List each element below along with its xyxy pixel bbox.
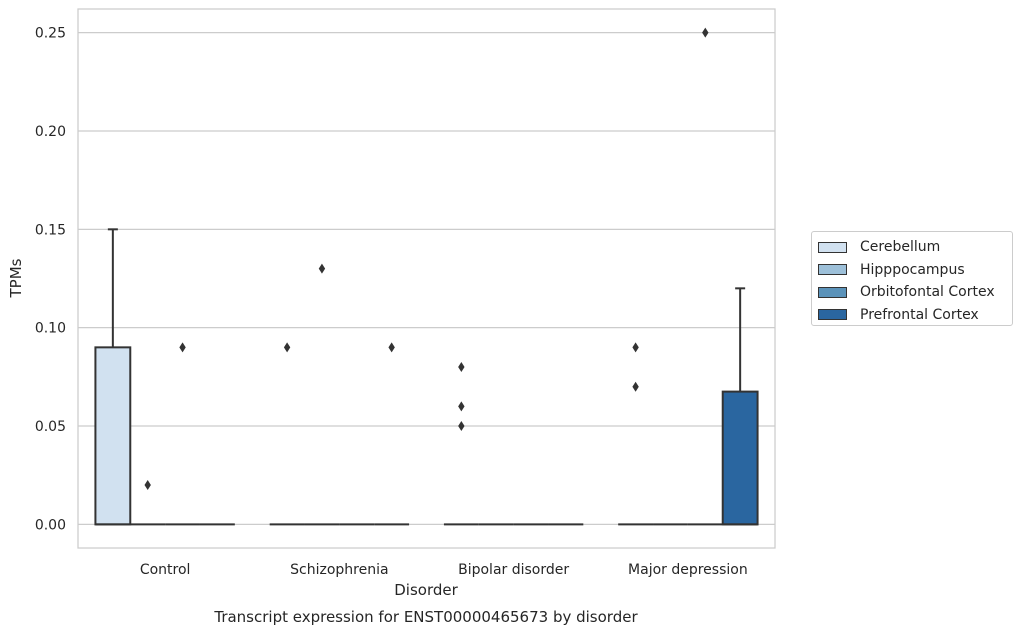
outlier-marker (318, 263, 326, 274)
box (94, 346, 132, 526)
y-tick-label: 0.15 (35, 222, 66, 238)
y-axis-label: TPMs (7, 258, 25, 298)
plot-frame (77, 8, 776, 549)
x-axis-label: Disorder (394, 581, 458, 599)
y-tick-label: 0.00 (35, 517, 66, 533)
legend-swatch (818, 286, 847, 298)
x-tick-label: Major depression (628, 562, 748, 578)
legend-label: Orbitofontal Cortex (860, 284, 995, 301)
y-tick-label: 0.10 (35, 321, 66, 337)
box-elements (94, 27, 759, 526)
box-0-1 (130, 480, 166, 526)
box-3-3 (721, 287, 759, 526)
x-tick-labels: Control Schizophrenia Bipolar disorder Majo… (140, 562, 748, 578)
legend-label: Hipppocampus (860, 261, 965, 278)
box-3-0 (618, 342, 654, 526)
legend-item: Cerebellum (818, 236, 1012, 259)
legend-item: Orbitofontal Cortex (818, 281, 1012, 304)
y-tick-labels: 0.00 0.05 0.10 0.15 0.20 0.25 (35, 26, 66, 534)
legend-label: Prefrontal Cortex (860, 306, 979, 323)
x-tick-label: Control (140, 562, 191, 578)
box-1-1 (304, 263, 340, 526)
outlier-marker (458, 362, 465, 373)
legend-swatch (818, 264, 847, 276)
y-tick-label: 0.25 (35, 26, 66, 42)
box (721, 390, 759, 526)
box-3-2 (687, 27, 723, 526)
legend: Cerebellum Hipppocampus Orbitofontal Corte… (811, 231, 1013, 326)
grid-lines (78, 31, 775, 526)
box-0-0 (94, 228, 132, 526)
legend-label: Cerebellum (860, 239, 941, 256)
x-tick-label: Bipolar disorder (458, 562, 569, 578)
outlier-marker (702, 27, 709, 38)
box-0-2 (165, 342, 200, 526)
box-1-0 (269, 342, 305, 526)
box-2-0 (443, 362, 479, 526)
legend-item: Prefrontal Cortex (818, 304, 1012, 327)
outlier-marker (632, 381, 639, 392)
outlier-marker (283, 342, 291, 353)
y-tick-label: 0.05 (35, 419, 66, 435)
outlier-marker (144, 480, 151, 491)
chart-caption: Transcript expression for ENST0000046567… (213, 608, 638, 626)
outlier-marker (179, 342, 186, 353)
box-1-3 (374, 342, 410, 526)
legend-swatch (818, 241, 847, 253)
outlier-marker (632, 342, 639, 353)
legend-item: Hipppocampus (818, 259, 1012, 282)
y-tick-label: 0.20 (35, 124, 66, 140)
legend-swatch (818, 309, 847, 321)
outlier-marker (458, 401, 465, 412)
outlier-marker (458, 421, 465, 432)
x-tick-label: Schizophrenia (290, 562, 388, 578)
outlier-marker (388, 342, 395, 353)
